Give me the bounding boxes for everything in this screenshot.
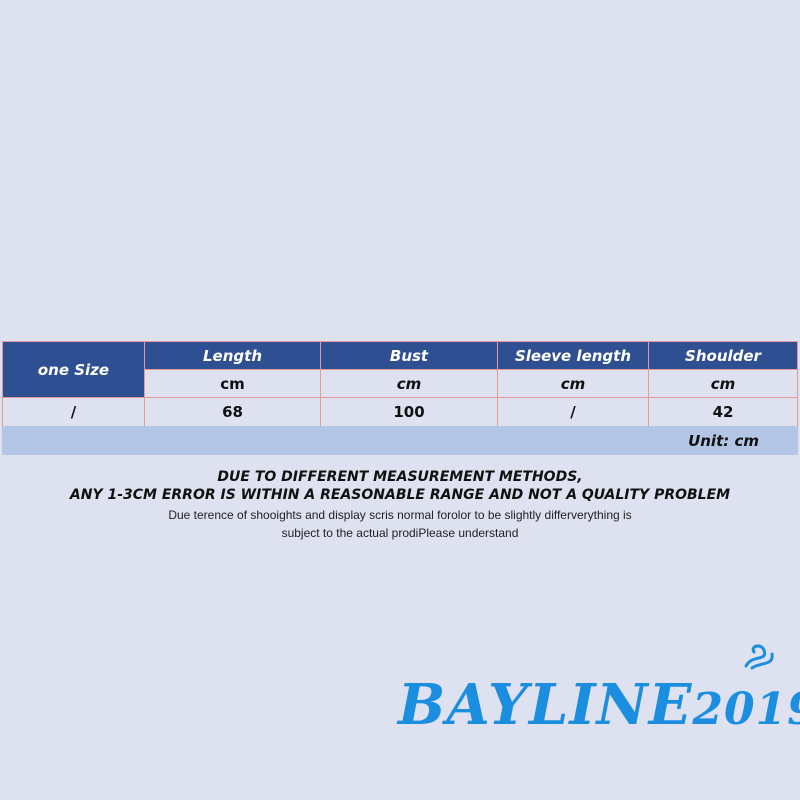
header-bust: Bust (320, 341, 498, 370)
brand-logo: BAYLINE2019 (398, 672, 800, 738)
notice-body: Due terence of shooights and display scr… (0, 506, 800, 542)
notice-line-4: subject to the actual prodiPlease unders… (281, 526, 519, 540)
unit-bust: cm (320, 369, 498, 398)
header-sleeve-length: Sleeve length (497, 341, 649, 370)
value-bust: 100 (320, 397, 498, 427)
unit-sleeve-length: cm (497, 369, 649, 398)
header-length: Length (144, 341, 321, 370)
unit-note: Unit: cm (2, 426, 798, 455)
size-table: one Size Length Bust Sleeve length Shoul… (2, 341, 798, 455)
unit-length: cm (144, 369, 321, 398)
value-shoulder: 42 (648, 397, 798, 427)
notice-line-2: ANY 1-3CM ERROR IS WITHIN A REASONABLE R… (69, 487, 731, 503)
corner-header: one Size (2, 341, 145, 398)
notice-heading: DUE TO DIFFERENT MEASUREMENT METHODS, AN… (0, 468, 800, 504)
header-shoulder: Shoulder (648, 341, 798, 370)
logo-wave-icon (744, 644, 774, 670)
notice-line-3: Due terence of shooights and display scr… (168, 508, 632, 522)
row-label: / (2, 397, 145, 427)
unit-shoulder: cm (648, 369, 798, 398)
value-sleeve-length: / (497, 397, 649, 427)
value-length: 68 (144, 397, 321, 427)
logo-year: 2019 (692, 684, 800, 735)
logo-name: BAYLINE (398, 672, 693, 738)
notice-line-1: DUE TO DIFFERENT MEASUREMENT METHODS, (217, 469, 583, 485)
